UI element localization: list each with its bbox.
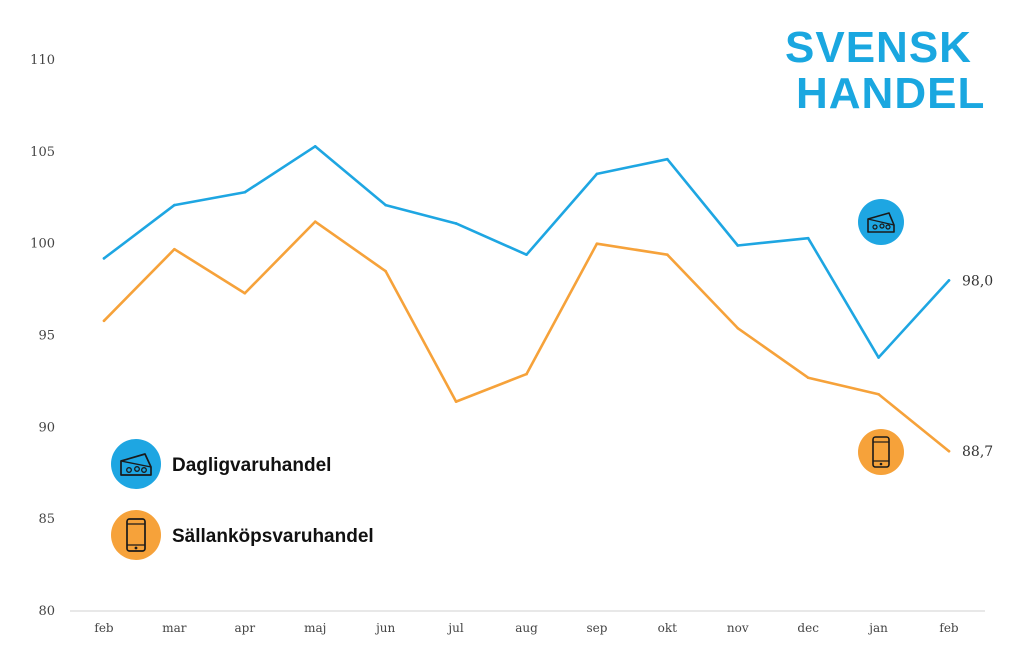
legend-item-sallan: Sällanköpsvaruhandel [111,510,374,560]
series-point [736,244,740,247]
y-tick-label: 85 [38,512,55,527]
end-value-label: 88,7 [962,444,993,460]
series-point [525,253,528,256]
x-tick-label: jan [867,621,888,635]
x-tick-label: aug [515,621,538,635]
cash-register-icon [867,212,895,233]
y-tick-label: 110 [30,53,55,68]
series-point [736,326,740,330]
series-point [666,157,669,161]
series-point [877,392,880,396]
series-point [102,319,106,323]
x-tick-label: okt [658,621,677,635]
sallan-marker [858,429,904,475]
y-axis-ticks: 80 85 90 95 100 105 110 [30,53,55,619]
y-tick-label: 100 [30,237,55,252]
x-tick-label: dec [797,621,819,635]
series-point [243,291,247,295]
series-point [102,257,106,260]
y-tick-label: 95 [38,329,55,344]
series-point [243,190,247,194]
legend-swatch-sallan [111,510,161,560]
x-tick-label: jul [446,621,463,635]
series-point [173,247,176,251]
series-point [666,253,669,256]
logo-line-1: SVENSK [785,23,972,72]
series-point [173,203,176,207]
smartphone-icon [126,518,146,552]
y-tick-label: 80 [38,604,55,619]
series-point [806,236,810,240]
series-point [384,203,387,207]
series-point [947,449,951,453]
series-point [595,172,599,176]
series-point [525,372,528,376]
smartphone-icon [872,436,890,468]
x-tick-label: mar [162,621,187,635]
series-point [384,269,387,273]
y-tick-label: 90 [38,420,55,435]
x-tick-label: feb [94,621,114,635]
series-point [947,279,951,282]
legend-label-sallan: Sällanköpsvaruhandel [172,526,374,547]
svensk-handel-logo: SVENSK HANDEL [785,23,985,118]
x-tick-label: maj [304,621,326,635]
x-tick-label: feb [939,621,959,635]
series-point [454,222,458,225]
legend: Dagligvaruhandel Sällanköpsvaruhandel [111,439,374,560]
end-value-label: 98,0 [962,273,993,289]
daglig-marker [858,199,904,245]
sallan-marker-circle [858,429,904,475]
x-tick-label: sep [586,621,607,635]
series-line-0 [102,145,951,359]
series-point [313,220,317,223]
series-point [877,356,880,359]
series-layer: 98,0 88,7 [102,145,993,460]
legend-label-daglig: Dagligvaruhandel [172,455,331,476]
series-point [595,242,599,245]
x-tick-label: nov [727,621,749,635]
x-tick-label: jun [374,621,395,635]
legend-item-daglig: Dagligvaruhandel [111,439,331,489]
x-axis-ticks: feb mar apr maj jun jul aug sep okt nov dec jan feb [94,621,959,635]
x-tick-label: apr [235,621,256,635]
series-line-1 [102,220,951,453]
cash-register-icon [120,453,152,476]
series-point [454,400,458,403]
logo-line-2: HANDEL [796,69,985,118]
series-point [313,145,317,148]
series-point [806,376,810,380]
y-tick-label: 105 [30,145,55,160]
